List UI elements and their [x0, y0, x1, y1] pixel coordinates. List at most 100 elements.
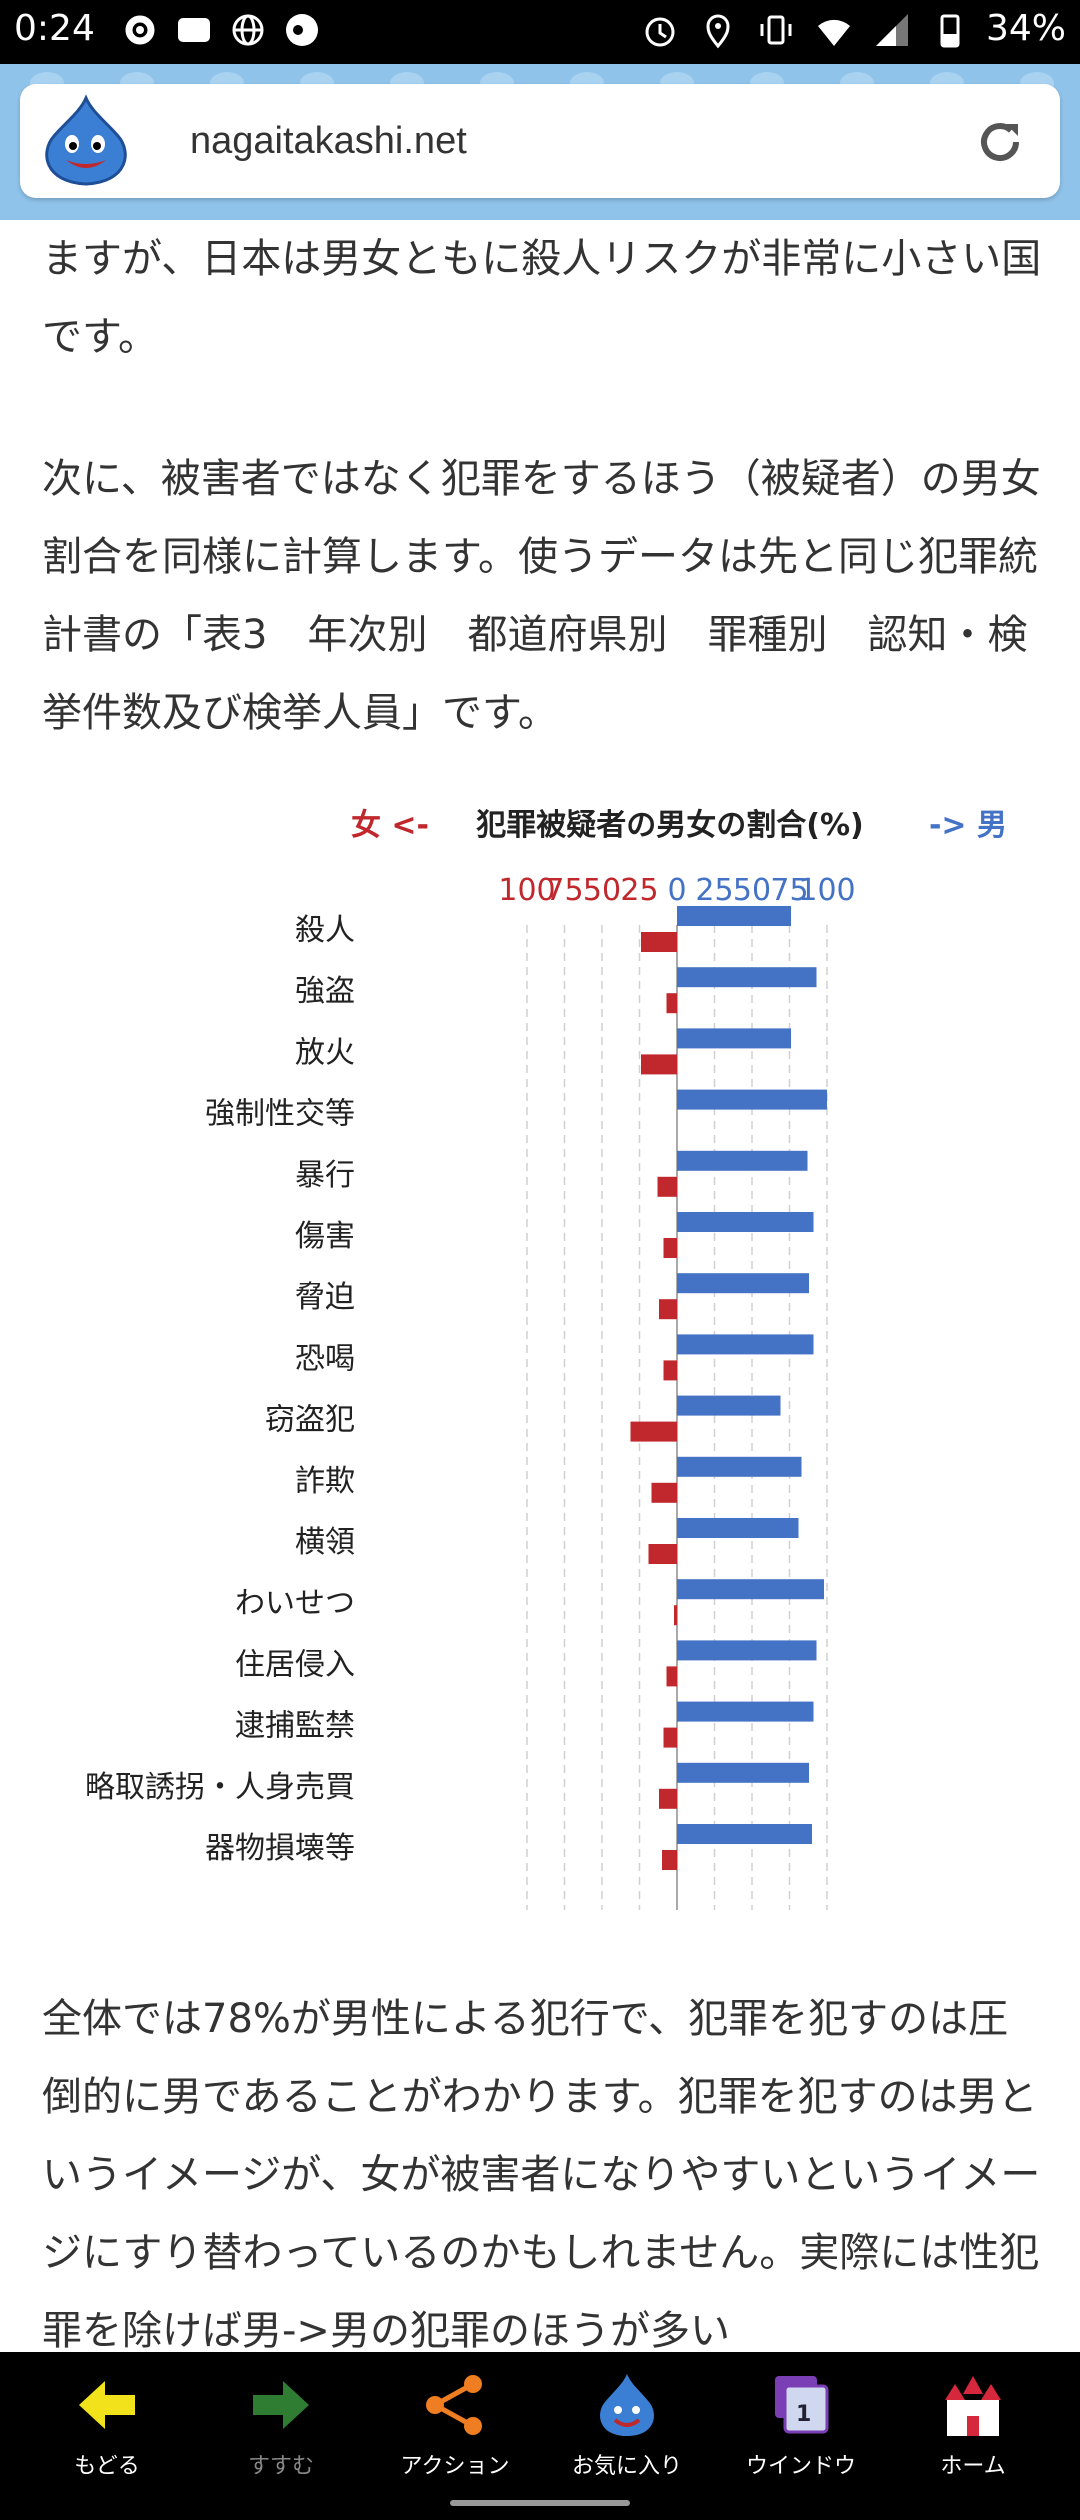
category-label: 暴行 — [295, 1158, 355, 1193]
bar-female — [657, 1176, 677, 1197]
au-icon — [174, 10, 214, 50]
chart-right-label: -> 男 — [929, 808, 1007, 843]
nav-label: アクション — [400, 2454, 510, 2479]
category-label: 略取誘拐・人身売買 — [85, 1770, 355, 1805]
bar-female — [651, 1482, 677, 1503]
bar-female — [666, 1666, 677, 1687]
bar-female — [663, 1238, 677, 1258]
signal-icon — [872, 10, 912, 50]
vibrate-icon — [756, 10, 796, 50]
nav-label: ホーム — [940, 2454, 1006, 2479]
bar-female — [659, 1788, 677, 1809]
bar-male — [677, 1456, 802, 1477]
tick-label: 25 — [620, 873, 658, 908]
window-icon — [765, 2370, 837, 2440]
bar-female — [641, 932, 677, 952]
category-label: 窃盗犯 — [265, 1403, 355, 1438]
category-label: 詐欺 — [295, 1464, 355, 1499]
chart-title: 犯罪被疑者の男女の割合(%) — [475, 808, 863, 843]
bar-male — [677, 906, 791, 926]
castle-icon — [937, 2370, 1009, 2440]
article-paragraph: ますが、日本は男女ともに殺人リスクが非常に小さい国です。 — [42, 236, 1042, 360]
bar-female — [659, 1299, 677, 1320]
bar-male — [677, 1824, 812, 1844]
bar-male — [677, 1395, 781, 1416]
article-paragraph: 全体では78%が男性による犯行で、犯罪を犯すのは圧倒的に男であることがわかります… — [42, 1996, 1041, 2354]
arrow-left-icon — [71, 2370, 143, 2440]
nav-label: もどる — [74, 2454, 140, 2479]
category-label: 器物損壊等 — [205, 1831, 355, 1866]
reload-icon[interactable] — [970, 112, 1030, 172]
category-label: 住居侵入 — [235, 1647, 355, 1682]
bar-female — [662, 1850, 677, 1870]
gear-icon — [120, 10, 160, 50]
category-label: 横領 — [295, 1525, 355, 1560]
key-icon — [282, 10, 322, 50]
url-text[interactable]: nagaitakashi.net — [190, 120, 467, 162]
tick-label: 75 — [545, 873, 583, 908]
home-indicator — [450, 2500, 630, 2506]
category-label: 恐喝 — [295, 1341, 355, 1376]
bar-male — [677, 1089, 827, 1110]
battery-icon — [930, 10, 970, 50]
globe-icon — [228, 10, 268, 50]
category-label: 脅迫 — [295, 1280, 355, 1315]
category-label: 強盗 — [295, 974, 355, 1009]
bar-male — [677, 1701, 814, 1722]
bar-female — [641, 1054, 677, 1075]
bar-male — [677, 1273, 809, 1294]
tick-label: 100 — [798, 873, 855, 908]
category-label: 逮捕監禁 — [235, 1709, 355, 1744]
battery-percent: 34% — [985, 8, 1066, 49]
tick-label: 25 — [695, 873, 733, 908]
article-paragraph: 次に、被害者ではなく犯罪をするほう（被疑者）の男女割合を同様に計算します。使うデ… — [42, 456, 1041, 736]
category-label: わいせつ — [235, 1586, 355, 1621]
bar-female — [648, 1544, 677, 1564]
home-button[interactable]: ホーム — [898, 2370, 1048, 2490]
alarm-icon — [640, 10, 680, 50]
bar-male — [677, 1518, 799, 1538]
bar-male — [677, 1028, 791, 1049]
favorites-button[interactable]: お気に入り — [552, 2370, 702, 2490]
back-button[interactable]: もどる — [32, 2370, 182, 2490]
bottom-navigation: もどる すすむ アクション お気に入り 1 ウインドウ ホーム — [0, 2352, 1080, 2520]
slime-favorite-icon — [591, 2370, 663, 2440]
tick-label: 50 — [733, 873, 771, 908]
bar-female — [663, 1360, 677, 1381]
nav-label: すすむ — [247, 2454, 314, 2479]
status-time: 0:24 — [14, 8, 95, 49]
nav-label: ウインドウ — [745, 2454, 856, 2479]
bar-male — [677, 1212, 814, 1232]
location-icon — [698, 10, 738, 50]
tick-label: 100 — [498, 873, 555, 908]
category-label: 殺人 — [295, 913, 355, 948]
status-bar: 0:24 34% — [0, 0, 1080, 64]
bar-male — [677, 1150, 808, 1171]
bar-male — [677, 1762, 809, 1783]
action-button[interactable]: アクション — [380, 2370, 530, 2490]
tick-label: 50 — [583, 873, 621, 908]
bar-male — [677, 1579, 824, 1600]
bar-female — [666, 993, 677, 1014]
bar-female — [674, 1605, 677, 1626]
bar-male — [677, 967, 817, 988]
bar-female — [663, 1727, 677, 1748]
slime-logo-icon — [36, 92, 136, 192]
category-label: 傷害 — [295, 1219, 355, 1254]
arrow-right-icon — [245, 2370, 317, 2440]
window-count: 1 — [796, 2402, 812, 2427]
forward-button[interactable]: すすむ — [206, 2370, 356, 2490]
wifi-icon — [814, 10, 854, 50]
tick-label: 75 — [770, 873, 808, 908]
bar-male — [677, 1640, 817, 1661]
url-bar[interactable]: nagaitakashi.net — [20, 84, 1060, 198]
share-icon — [419, 2370, 491, 2440]
tick-label: 0 — [667, 873, 686, 908]
window-button[interactable]: 1 ウインドウ — [726, 2370, 876, 2490]
bar-male — [677, 1334, 814, 1355]
notification-icons — [120, 10, 322, 50]
bar-female — [630, 1421, 677, 1442]
system-icons — [640, 10, 970, 50]
chart-left-label: 女 <- — [351, 808, 429, 843]
